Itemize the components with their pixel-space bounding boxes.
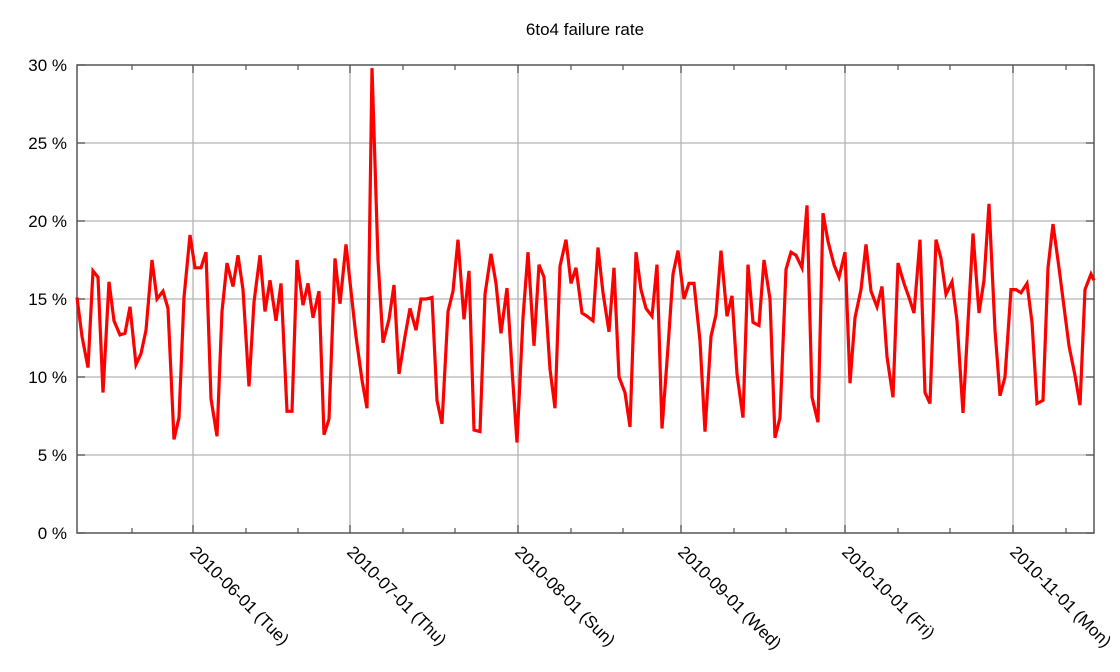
y-tick-label: 30 % <box>28 56 67 75</box>
y-tick-label: 0 % <box>38 524 67 543</box>
chart-title: 6to4 failure rate <box>525 20 645 39</box>
y-tick-label: 5 % <box>38 446 67 465</box>
x-tick-label: 2010-06-01 (Tue) <box>186 542 293 649</box>
y-tick-label: 15 % <box>28 290 67 309</box>
x-tick-label: 2010-10-01 (Fri) <box>838 542 938 642</box>
y-tick-label: 20 % <box>28 212 67 231</box>
x-tick-label: 2010-07-01 (Thu) <box>343 542 450 649</box>
y-axis-ticks: 0 % 5 % 10 % 15 % 20 % 25 % 30 % <box>28 56 1094 543</box>
y-tick-label: 10 % <box>28 368 67 387</box>
failure-rate-line <box>75 68 1096 443</box>
x-tick-label: 2010-09-01 (Wed) <box>674 542 785 653</box>
grid-lines <box>77 65 1094 533</box>
y-tick-label: 25 % <box>28 134 67 153</box>
x-tick-label: 2010-11-01 (Mon) <box>1006 542 1115 651</box>
x-tick-label: 2010-08-01 (Sun) <box>511 542 619 650</box>
